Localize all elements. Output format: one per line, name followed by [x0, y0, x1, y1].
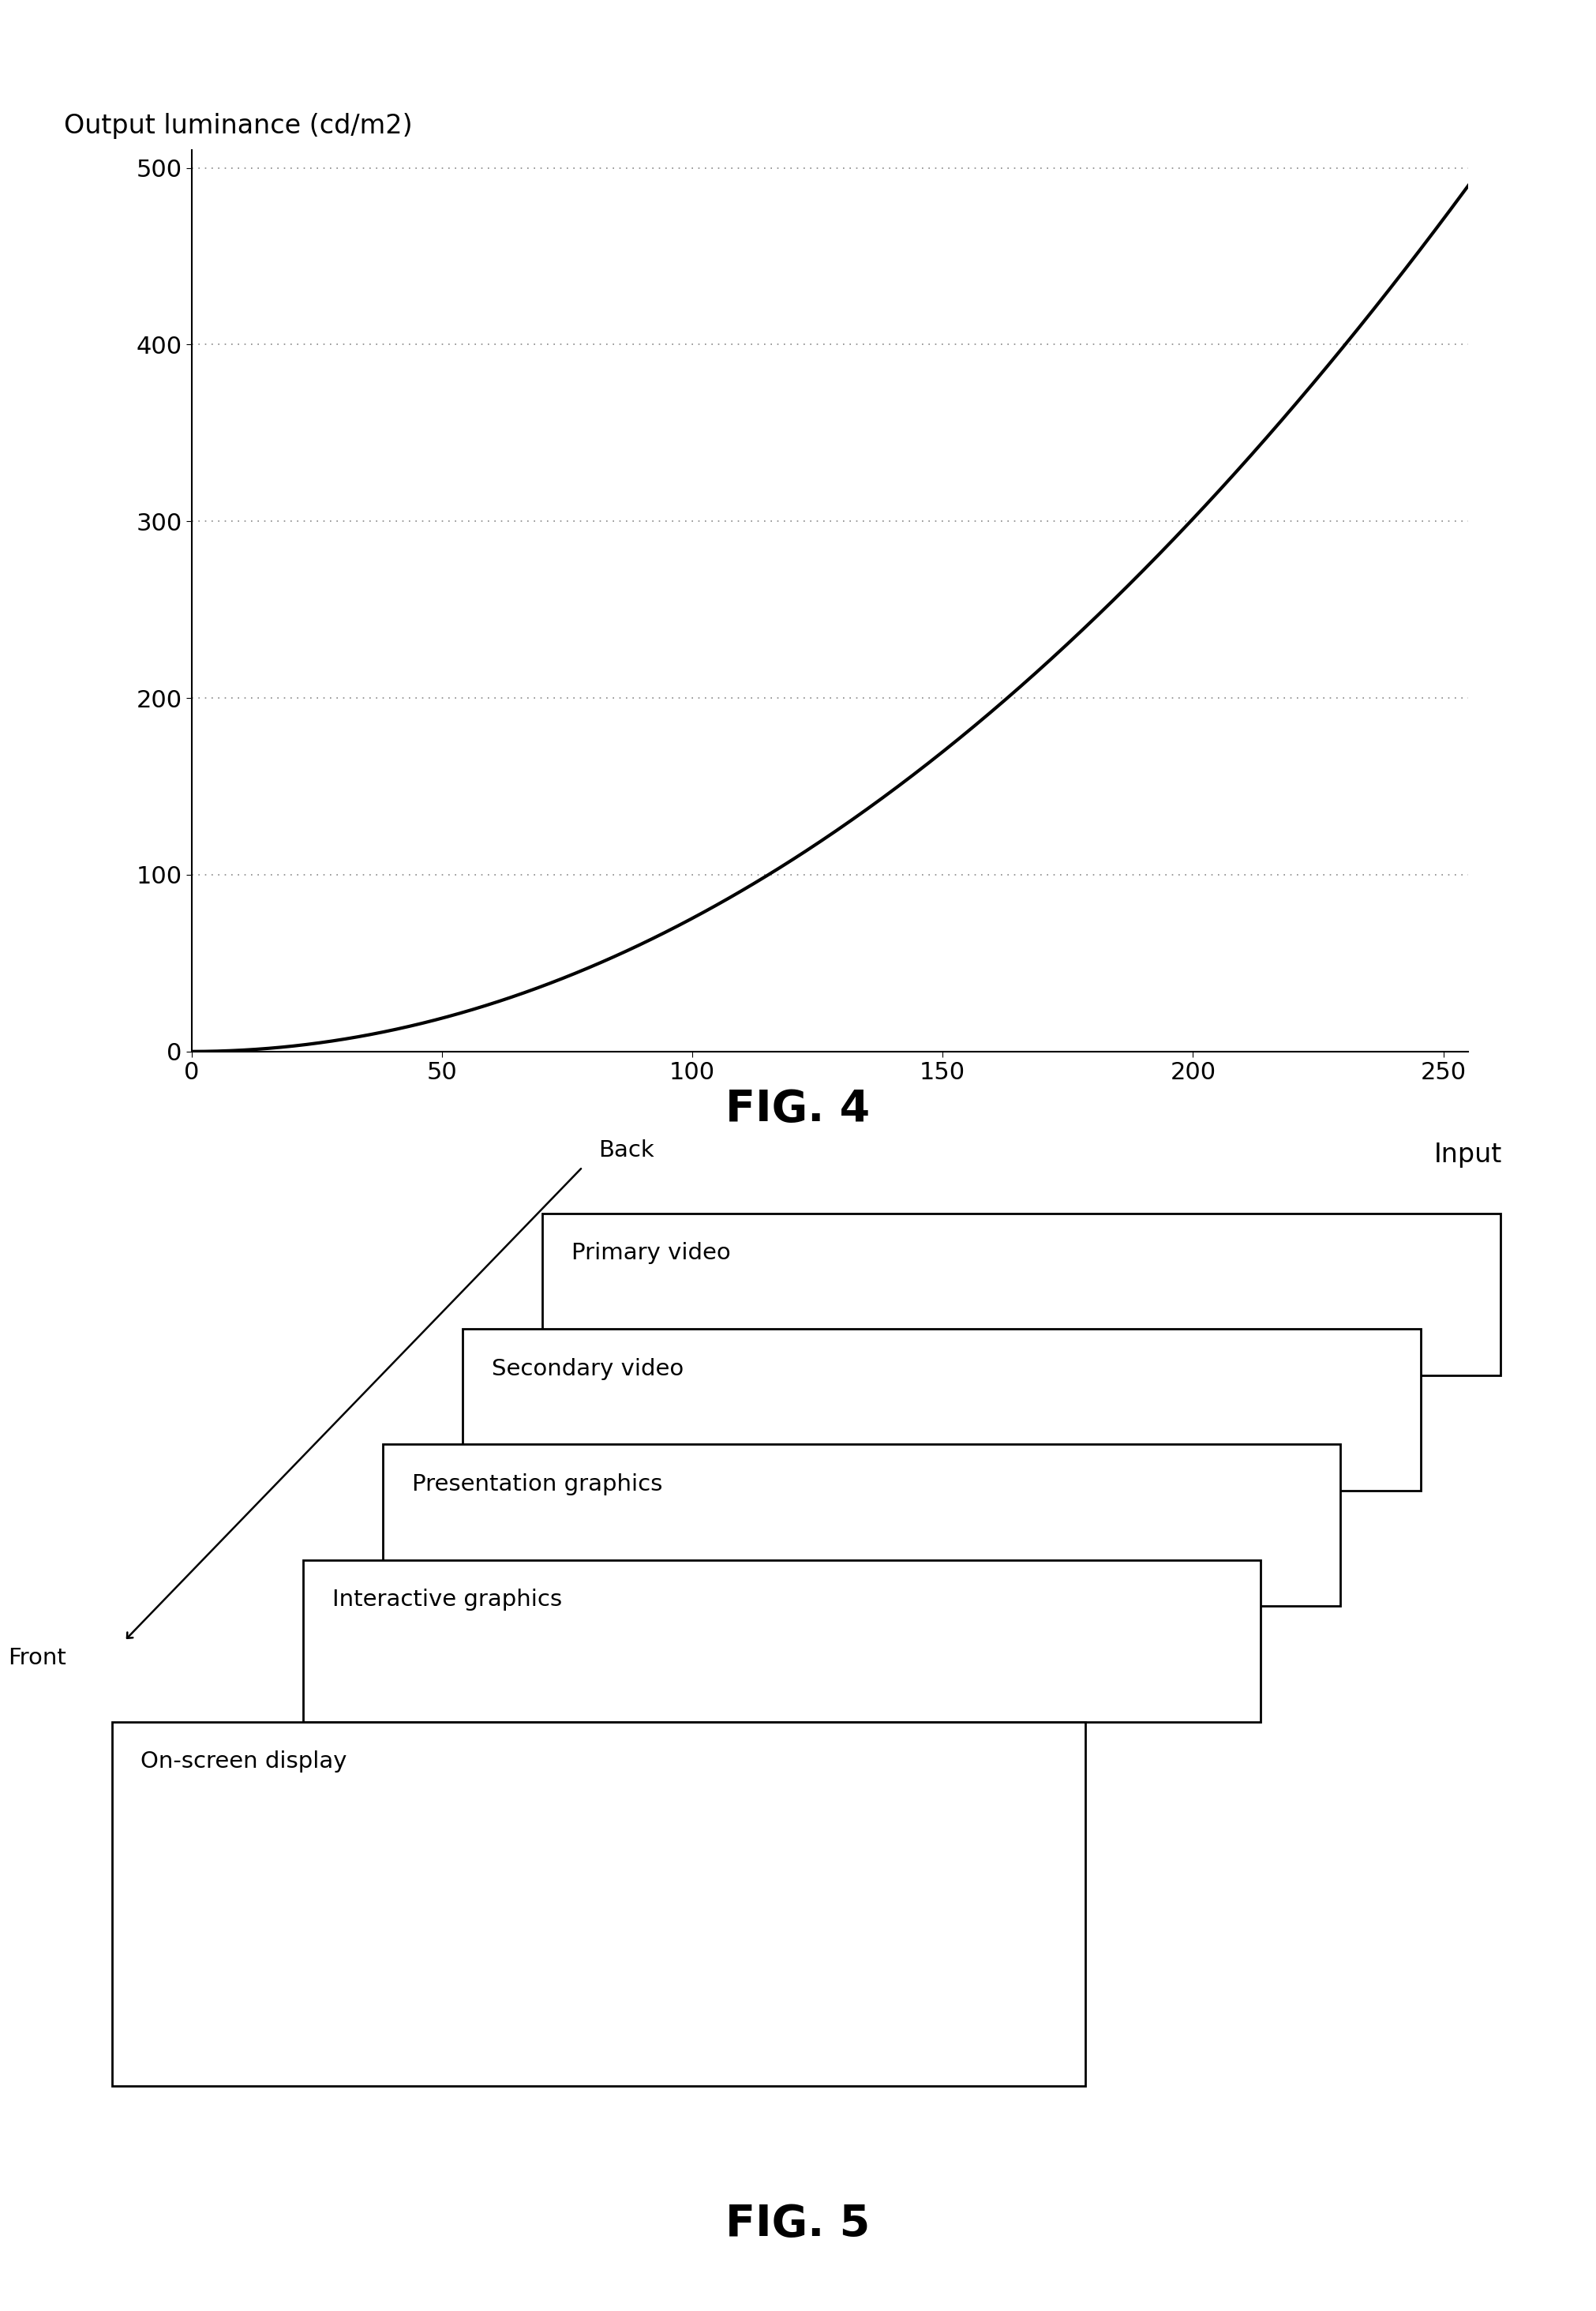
Text: Interactive graphics: Interactive graphics	[332, 1590, 562, 1611]
Bar	[543, 1213, 1500, 1375]
Bar	[112, 1722, 1085, 2085]
Text: FIG. 4: FIG. 4	[726, 1088, 870, 1130]
Text: Front: Front	[8, 1648, 67, 1669]
Text: Output luminance (cd/m2): Output luminance (cd/m2)	[64, 113, 412, 139]
Text: FIG. 5: FIG. 5	[726, 2202, 870, 2246]
X-axis label: Input: Input	[1435, 1142, 1502, 1167]
Bar	[303, 1560, 1261, 1722]
Text: Presentation graphics: Presentation graphics	[412, 1474, 662, 1495]
Text: Primary video: Primary video	[571, 1243, 731, 1264]
Bar	[463, 1329, 1420, 1491]
Bar	[383, 1444, 1341, 1606]
Text: On-screen display: On-screen display	[140, 1752, 346, 1773]
Text: Secondary video: Secondary video	[492, 1359, 683, 1380]
Text: Back: Back	[598, 1139, 654, 1162]
